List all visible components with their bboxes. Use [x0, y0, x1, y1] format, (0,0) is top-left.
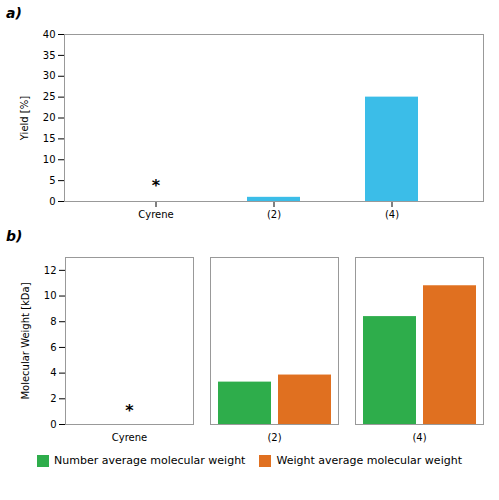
svg-text:30: 30	[43, 70, 56, 81]
svg-text:20: 20	[43, 112, 56, 123]
svg-text:10: 10	[44, 290, 57, 301]
html-text:Number average molecular weigh: Number average molecular weight	[54, 454, 246, 467]
svg-text:15: 15	[43, 133, 56, 144]
svg-text:(2): (2)	[267, 432, 281, 443]
svg-text:6: 6	[50, 342, 56, 353]
html-text:Weight average molecular weigh: Weight average molecular weight	[276, 454, 462, 467]
svg-text:0: 0	[50, 419, 56, 430]
svg-text:12: 12	[44, 265, 57, 276]
svg-text:Cyrene: Cyrene	[112, 432, 147, 443]
svg-text:*: *	[152, 176, 161, 195]
svg-text:0: 0	[49, 196, 55, 207]
html-text:b): b)	[6, 228, 23, 244]
svg-text:*: *	[125, 401, 134, 420]
svg-text:(4): (4)	[412, 432, 426, 443]
svg-text:(4): (4)	[385, 209, 399, 220]
svg-text:4: 4	[50, 367, 56, 378]
svg-text:Yield [%]: Yield [%]	[19, 96, 30, 141]
svg-text:5: 5	[49, 175, 55, 186]
svg-text:(2): (2)	[267, 209, 281, 220]
svg-text:Cyrene: Cyrene	[138, 209, 173, 220]
svg-text:10: 10	[43, 154, 56, 165]
svg-text:2: 2	[50, 393, 56, 404]
html-text:a): a)	[6, 5, 22, 21]
svg-text:8: 8	[50, 316, 56, 327]
svg-text:40: 40	[43, 29, 56, 40]
svg-text:35: 35	[43, 50, 56, 61]
svg-text:Molecular Weight [kDa]: Molecular Weight [kDa]	[20, 282, 31, 399]
svg-text:25: 25	[43, 91, 56, 102]
